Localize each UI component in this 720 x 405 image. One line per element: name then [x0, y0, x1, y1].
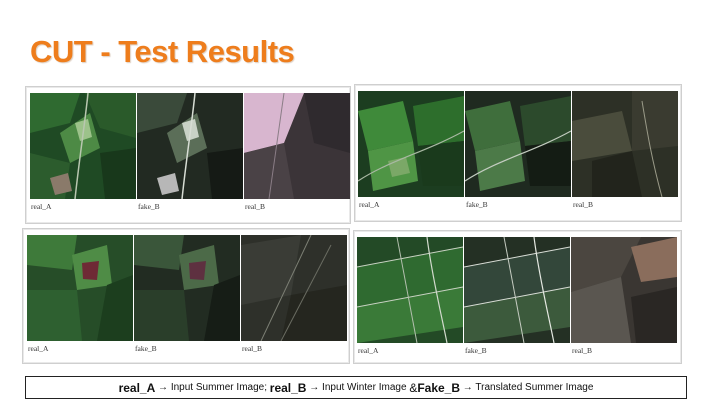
- image-label: real_B: [573, 200, 593, 209]
- result-panel-3: real_A fake_B real_B: [22, 228, 350, 364]
- image-label: fake_B: [466, 200, 488, 209]
- cell-real-a: real_A: [357, 237, 463, 355]
- result-panel-2: real_A fake_B real_B: [354, 84, 682, 222]
- legend-caption: real_A → Input Summer Image; real_B → In…: [25, 376, 687, 399]
- cell-real-b: real_B: [572, 91, 678, 209]
- summer-satellite-image: [27, 235, 133, 341]
- image-label: fake_B: [138, 202, 160, 211]
- cell-real-a: real_A: [27, 235, 133, 353]
- winter-satellite-image: [241, 235, 347, 341]
- cell-fake-b: fake_B: [137, 93, 243, 211]
- image-label: real_A: [28, 344, 49, 353]
- cell-real-a: real_A: [30, 93, 136, 211]
- slide-title: CUT - Test Results: [30, 34, 295, 69]
- image-label: real_B: [245, 202, 265, 211]
- cell-real-b: real_B: [571, 237, 677, 355]
- image-label: real_A: [358, 346, 379, 355]
- winter-satellite-image: [571, 237, 677, 343]
- cell-real-b: real_B: [244, 93, 350, 211]
- winter-satellite-image: [572, 91, 678, 197]
- image-label: real_B: [572, 346, 592, 355]
- caption-text: → Translated Summer Image: [460, 382, 594, 393]
- cell-fake-b: fake_B: [134, 235, 240, 353]
- image-label: real_B: [242, 344, 262, 353]
- summer-satellite-image: [357, 237, 463, 343]
- cell-real-a: real_A: [358, 91, 464, 209]
- cell-fake-b: fake_B: [464, 237, 570, 355]
- caption-ampersand: &: [409, 380, 418, 395]
- translated-satellite-image: [134, 235, 240, 341]
- winter-satellite-image: [244, 93, 350, 199]
- image-label: real_A: [31, 202, 52, 211]
- cell-fake-b: fake_B: [465, 91, 571, 209]
- translated-satellite-image: [137, 93, 243, 199]
- translated-satellite-image: [465, 91, 571, 197]
- caption-real-b: real_B: [269, 380, 307, 395]
- image-label: fake_B: [465, 346, 487, 355]
- cell-real-b: real_B: [241, 235, 347, 353]
- image-label: fake_B: [135, 344, 157, 353]
- result-panel-4: real_A fake_B real_B: [353, 230, 682, 364]
- caption-real-a: real_A: [118, 380, 156, 395]
- caption-fake-b: Fake_B: [417, 380, 461, 395]
- image-label: real_A: [359, 200, 380, 209]
- summer-satellite-image: [358, 91, 464, 197]
- summer-satellite-image: [30, 93, 136, 199]
- translated-satellite-image: [464, 237, 570, 343]
- caption-text: → Input Winter Image: [306, 382, 410, 393]
- caption-text: → Input Summer Image;: [155, 382, 270, 393]
- result-panel-1: real_A fake_B real_B: [25, 86, 351, 224]
